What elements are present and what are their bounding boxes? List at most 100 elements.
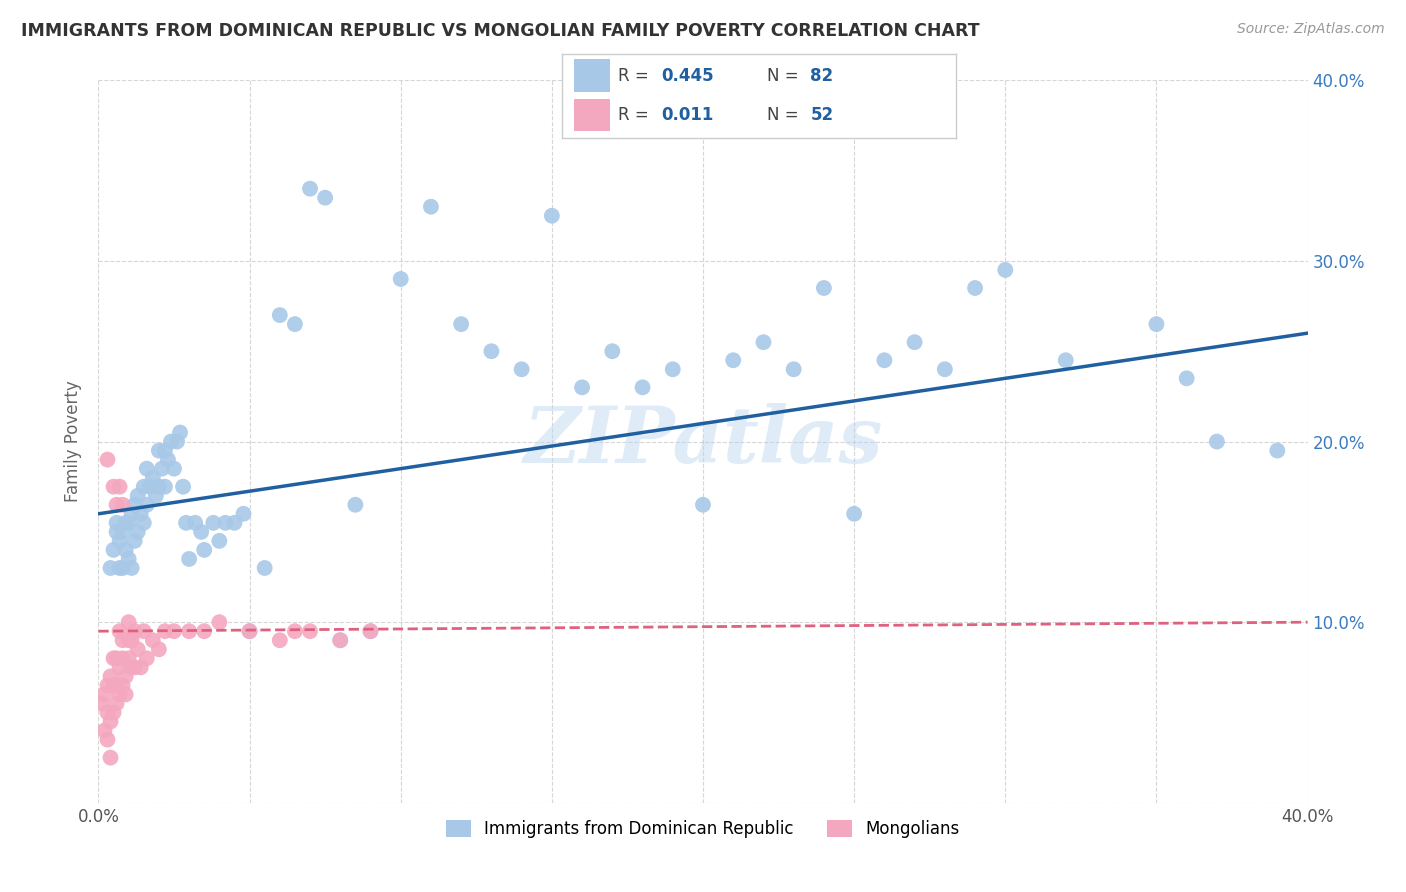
Point	[108, 480, 131, 494]
Point	[105, 651, 128, 665]
Bar	[574, 60, 610, 92]
Point	[111, 524, 134, 539]
Point	[105, 498, 128, 512]
Point	[156, 452, 179, 467]
Point	[111, 678, 134, 692]
Text: ZIPatlas: ZIPatlas	[523, 403, 883, 480]
Point	[314, 191, 336, 205]
Point	[153, 480, 176, 494]
Point	[148, 480, 170, 494]
Point	[100, 714, 122, 729]
Point	[121, 660, 143, 674]
Point	[105, 678, 128, 692]
Point	[813, 281, 835, 295]
Point	[121, 507, 143, 521]
Text: R =: R =	[617, 68, 654, 86]
Point	[118, 552, 141, 566]
Point	[111, 651, 134, 665]
Point	[344, 498, 367, 512]
Point	[150, 461, 173, 475]
Point	[269, 633, 291, 648]
Text: Source: ZipAtlas.com: Source: ZipAtlas.com	[1237, 22, 1385, 37]
Point	[132, 480, 155, 494]
Point	[965, 281, 987, 295]
Point	[90, 697, 112, 711]
Text: 0.011: 0.011	[661, 106, 713, 124]
Point	[510, 362, 533, 376]
Point	[160, 434, 183, 449]
Point	[208, 533, 231, 548]
Point	[127, 642, 149, 657]
Point	[118, 516, 141, 530]
Point	[118, 633, 141, 648]
Point	[111, 561, 134, 575]
Point	[329, 633, 352, 648]
Point	[269, 308, 291, 322]
Point	[169, 425, 191, 440]
Point	[202, 516, 225, 530]
Point	[692, 498, 714, 512]
Text: N =: N =	[768, 106, 804, 124]
Point	[239, 624, 262, 639]
Point	[174, 516, 197, 530]
Bar	[574, 99, 610, 131]
Point	[142, 471, 165, 485]
Point	[540, 209, 562, 223]
Point	[904, 335, 927, 350]
Point	[93, 687, 115, 701]
Point	[1206, 434, 1229, 449]
Point	[232, 507, 254, 521]
Point	[299, 182, 322, 196]
Point	[1054, 353, 1077, 368]
Point	[96, 678, 118, 692]
Point	[934, 362, 956, 376]
Point	[129, 660, 152, 674]
Y-axis label: Family Poverty: Family Poverty	[65, 381, 83, 502]
Point	[360, 624, 382, 639]
Point	[153, 624, 176, 639]
Point	[124, 660, 146, 674]
Point	[96, 706, 118, 720]
Point	[118, 651, 141, 665]
Point	[571, 380, 593, 394]
Point	[284, 317, 307, 331]
Point	[1175, 371, 1198, 385]
Point	[166, 434, 188, 449]
Point	[103, 542, 125, 557]
Point	[723, 353, 745, 368]
Text: R =: R =	[617, 106, 659, 124]
Point	[163, 461, 186, 475]
Point	[994, 263, 1017, 277]
Point	[179, 552, 201, 566]
Point	[253, 561, 276, 575]
Point	[93, 723, 115, 738]
Point	[214, 516, 236, 530]
Point	[100, 750, 122, 764]
Point	[96, 732, 118, 747]
Point	[284, 624, 307, 639]
Point	[184, 516, 207, 530]
Point	[752, 335, 775, 350]
Point	[100, 669, 122, 683]
Point	[153, 443, 176, 458]
Text: 0.445: 0.445	[661, 68, 713, 86]
Text: N =: N =	[768, 68, 804, 86]
Point	[172, 480, 194, 494]
Point	[360, 624, 382, 639]
Point	[121, 633, 143, 648]
Point	[329, 633, 352, 648]
Point	[783, 362, 806, 376]
Point	[873, 353, 896, 368]
Point	[103, 480, 125, 494]
Point	[127, 489, 149, 503]
Point	[193, 624, 215, 639]
Point	[111, 498, 134, 512]
Point	[1267, 443, 1289, 458]
Point	[132, 624, 155, 639]
Point	[96, 452, 118, 467]
Point	[105, 697, 128, 711]
Point	[129, 507, 152, 521]
Text: 82: 82	[810, 68, 834, 86]
Point	[103, 706, 125, 720]
Point	[114, 542, 136, 557]
